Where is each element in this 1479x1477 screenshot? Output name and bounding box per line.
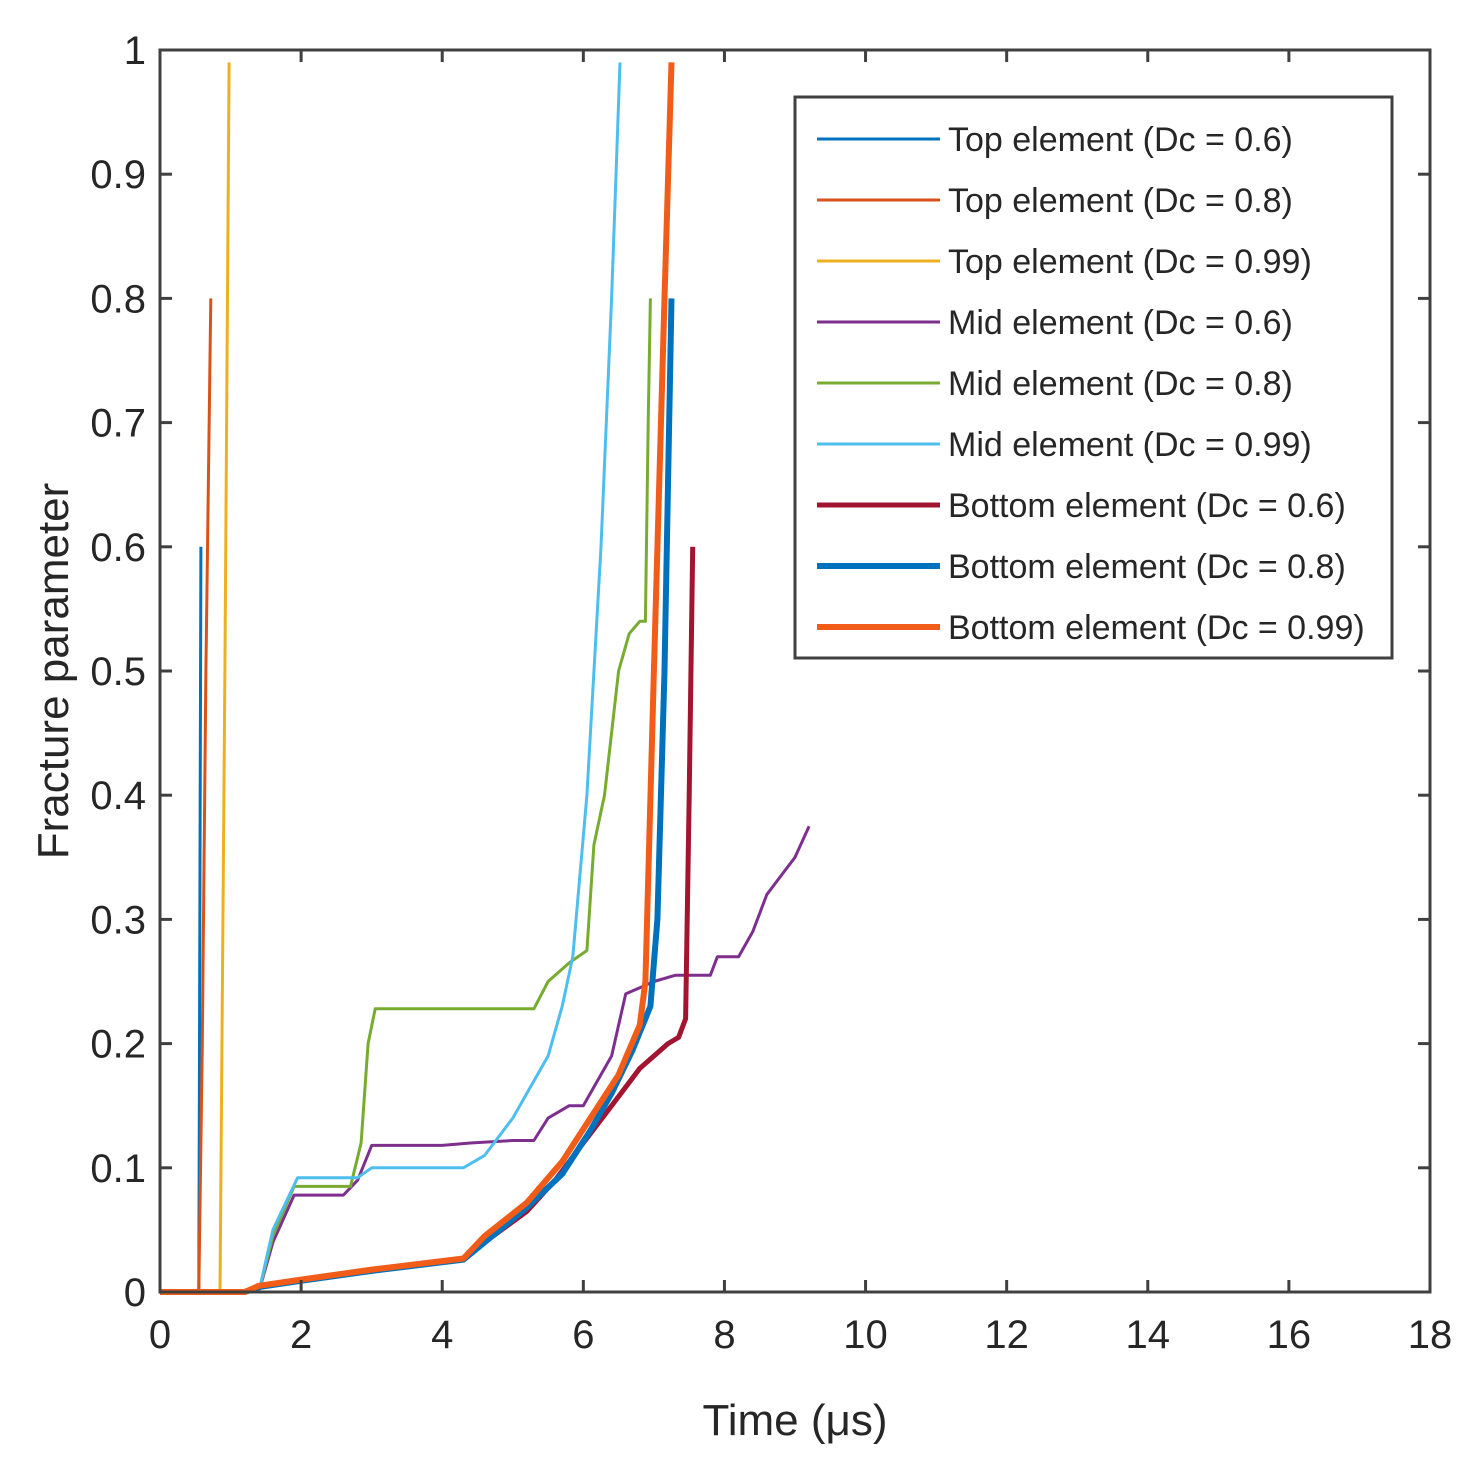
legend-label-7: Bottom element (Dc = 0.8)	[948, 548, 1346, 586]
legend-label-0: Top element (Dc = 0.6)	[948, 121, 1293, 159]
x-tick-label: 18	[1408, 1313, 1453, 1357]
legend-label-8: Bottom element (Dc = 0.99)	[948, 609, 1365, 647]
y-tick-label: 0.1	[90, 1147, 146, 1191]
x-tick-label: 12	[984, 1313, 1029, 1357]
x-tick-label: 16	[1267, 1313, 1312, 1357]
series-line-4	[160, 298, 652, 1294]
legend-label-6: Bottom element (Dc = 0.6)	[948, 487, 1346, 525]
legend-label-2: Top element (Dc = 0.99)	[948, 243, 1312, 281]
y-tick-label: 0	[124, 1271, 146, 1315]
legend: Top element (Dc = 0.6) Top element (Dc = …	[793, 95, 1394, 660]
legend-label-1: Top element (Dc = 0.8)	[948, 182, 1293, 220]
ticks-layer: 0 2 4 6 8 10 12 14 16 18 0 0.1 0.2 0.3 0.4 0.5 0.6 0.7 0.8…	[90, 29, 1452, 1357]
x-tick-label: 10	[843, 1313, 888, 1357]
x-tick-label: 6	[572, 1313, 594, 1357]
legend-label-3: Mid element (Dc = 0.6)	[948, 304, 1293, 342]
x-tick-label: 4	[431, 1313, 453, 1357]
y-tick-label: 1	[124, 29, 146, 73]
y-tick-label: 0.7	[90, 402, 146, 446]
y-tick-label: 0.8	[90, 277, 146, 321]
x-tick-label: 14	[1126, 1313, 1171, 1357]
y-tick-label: 0.5	[90, 650, 146, 694]
legend-label-5: Mid element (Dc = 0.99)	[948, 426, 1312, 464]
x-tick-label: 0	[149, 1313, 171, 1357]
y-tick-label: 0.2	[90, 1023, 146, 1067]
x-tick-label: 8	[713, 1313, 735, 1357]
y-tick-label: 0.9	[90, 153, 146, 197]
y-axis-label: Fracture parameter	[29, 483, 78, 860]
y-tick-label: 0.3	[90, 898, 146, 942]
x-tick-label: 2	[290, 1313, 312, 1357]
x-axis-label: Time (μs)	[702, 1396, 887, 1445]
series-line-5	[160, 62, 622, 1294]
y-tick-label: 0.4	[90, 774, 146, 818]
y-tick-label: 0.6	[90, 526, 146, 570]
series-line-8	[160, 62, 675, 1295]
legend-label-4: Mid element (Dc = 0.8)	[948, 365, 1293, 403]
